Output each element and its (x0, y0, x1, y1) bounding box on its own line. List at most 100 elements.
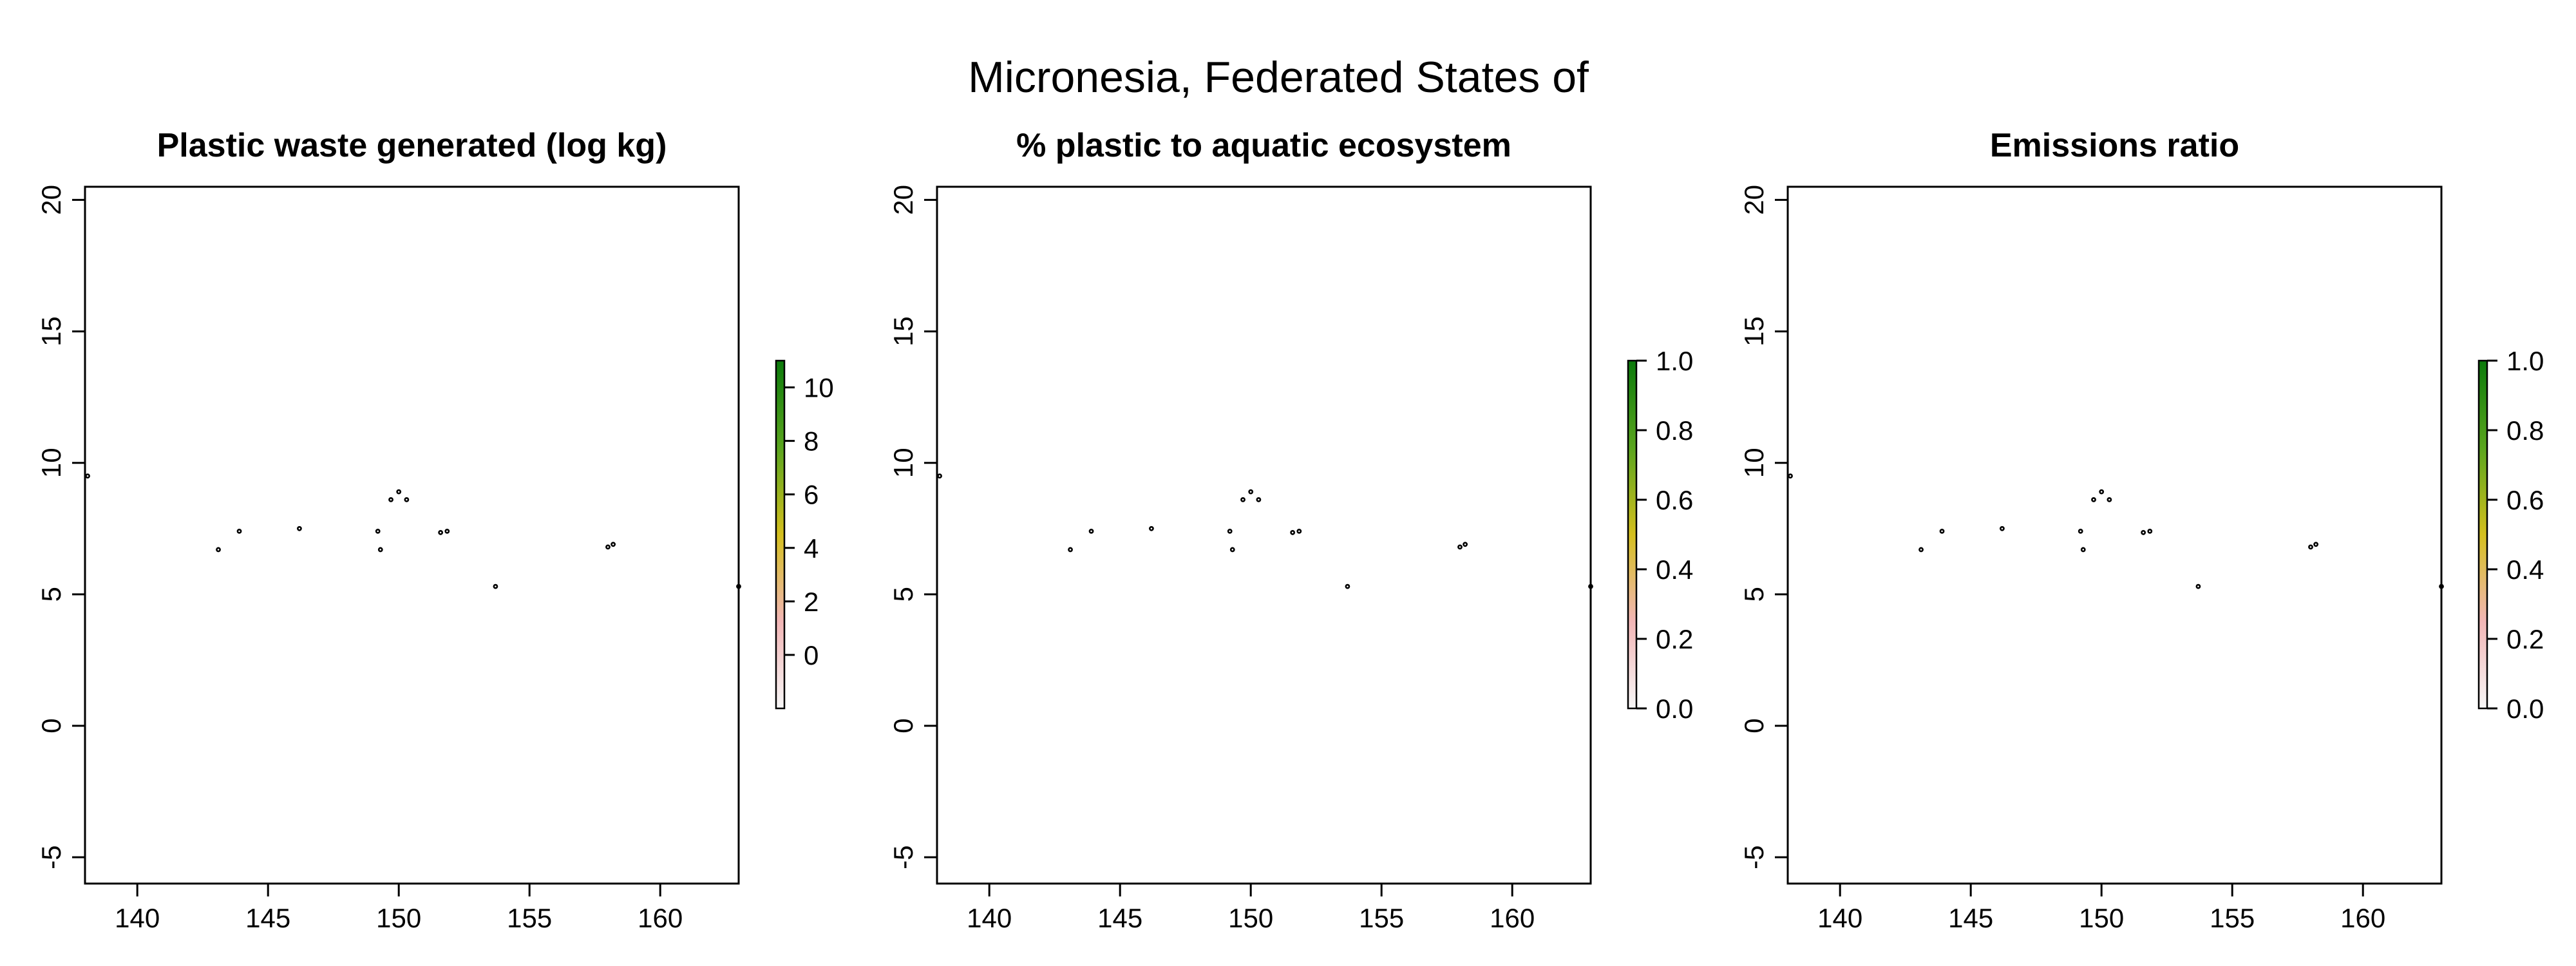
x-tick-label: 140 (1817, 903, 1862, 933)
island-outline (236, 528, 242, 534)
map-panel-1: Plastic waste generated (log kg) 140 145 15… (36, 127, 834, 933)
colorbar (2477, 359, 2488, 710)
x-tick-label: 150 (1228, 903, 1273, 933)
island-outline (1149, 526, 1154, 531)
x-tick-label: 155 (2210, 903, 2255, 933)
figure-title: Micronesia, Federated States of (968, 53, 1589, 102)
panel-title: % plastic to aquatic ecosystem (1016, 127, 1511, 164)
island-outline (2313, 542, 2319, 547)
panel-title: Emissions ratio (1990, 127, 2239, 164)
island-outline (2107, 497, 2112, 502)
island-outline (2078, 528, 2083, 534)
y-tick-label: 5 (888, 587, 918, 601)
island-outline (438, 530, 444, 535)
y-tick-label: -5 (36, 845, 66, 869)
y-tick-label: 20 (1739, 185, 1769, 215)
panel-title: Plastic waste generated (log kg) (157, 127, 667, 164)
colorbar-tick-label: 6 (804, 480, 819, 510)
island-outline (375, 528, 381, 534)
y-tick-label: 10 (36, 448, 66, 478)
island-outline (1290, 530, 1296, 535)
island-outline (736, 583, 741, 589)
island-outline (2195, 583, 2201, 589)
colorbar-tick-label: 10 (804, 373, 834, 403)
colorbar-tick-label: 0.4 (1656, 554, 1693, 585)
y-tick-label: 0 (888, 718, 918, 733)
island-outline (1939, 528, 1945, 534)
y-tick-label: -5 (1739, 845, 1769, 869)
colorbar-tick-label: 4 (804, 533, 819, 564)
island-outline (1463, 542, 1468, 547)
x-tick-label: 160 (1490, 903, 1535, 933)
y-tick-label: 15 (888, 316, 918, 346)
island-outline (1248, 489, 1254, 495)
island-outline (2141, 530, 2146, 535)
island-outline (2099, 489, 2105, 495)
x-tick-label: 140 (967, 903, 1012, 933)
x-tick-label: 150 (2079, 903, 2124, 933)
y-tick-label: 5 (36, 587, 66, 601)
x-tick-label: 145 (1097, 903, 1142, 933)
y-tick-label: 20 (36, 185, 66, 215)
island-outline (297, 526, 302, 531)
island-outline (2091, 497, 2096, 502)
island-outline (216, 547, 221, 553)
x-tick-label: 145 (245, 903, 290, 933)
map-panel-3: Emissions ratio 140 145 150 155 160 -5 0 5 10 15 20… (1739, 127, 2544, 933)
island-outline (1088, 528, 1094, 534)
x-tick-label: 155 (507, 903, 552, 933)
plot-frame (84, 185, 740, 885)
colorbar (775, 359, 786, 710)
colorbar-tick-label: 0.2 (2506, 624, 2544, 654)
island-outline (404, 497, 410, 502)
x-tick-label: 160 (638, 903, 683, 933)
island-outline (85, 473, 90, 479)
island-outline (2147, 528, 2153, 534)
island-outline (444, 528, 450, 534)
x-tick-label: 160 (2340, 903, 2385, 933)
island-outline (2000, 526, 2005, 531)
island-outline (611, 542, 616, 547)
island-outline (1296, 528, 1302, 534)
plot-frame (1786, 185, 2443, 885)
island-outline (1227, 528, 1233, 534)
y-tick-label: 15 (36, 316, 66, 346)
island-outline (1240, 497, 1245, 502)
x-tick-label: 150 (376, 903, 421, 933)
colorbar-tick-label: 1.0 (1656, 346, 1693, 376)
island-outline (937, 473, 942, 479)
colorbar-tick-label: 0.2 (1656, 624, 1693, 654)
y-tick-label: 15 (1739, 316, 1769, 346)
y-tick-label: 0 (36, 718, 66, 733)
colorbar-tick-label: 0.0 (1656, 694, 1693, 724)
island-outline (493, 583, 498, 589)
x-tick-label: 155 (1359, 903, 1404, 933)
x-tick-label: 145 (1948, 903, 1993, 933)
island-outline (377, 547, 383, 553)
y-tick-label: 10 (1739, 448, 1769, 478)
colorbar-tick-label: 0.8 (1656, 415, 1693, 446)
island-outline (1345, 583, 1350, 589)
y-tick-label: 20 (888, 185, 918, 215)
colorbar-tick-label: 0.4 (2506, 554, 2544, 585)
x-tick-label: 140 (115, 903, 160, 933)
colorbar-tick-label: 0.6 (1656, 485, 1693, 515)
colorbar-tick-label: 8 (804, 426, 819, 457)
island-outline (1918, 547, 1924, 553)
island-outline (1457, 544, 1463, 550)
map-panels: Plastic waste generated (log kg) 140 145 15… (36, 127, 2544, 933)
island-outline (2439, 583, 2444, 589)
y-tick-label: -5 (888, 845, 918, 869)
colorbar-tick-label: 0.0 (2506, 694, 2544, 724)
colorbar-tick-label: 0.6 (2506, 485, 2544, 515)
island-outline (388, 497, 393, 502)
y-tick-label: 10 (888, 448, 918, 478)
island-outline (1229, 547, 1235, 553)
island-outline (2308, 544, 2313, 550)
island-outline (605, 544, 611, 550)
colorbar-tick-label: 0 (804, 640, 819, 670)
island-outline (1068, 547, 1073, 553)
colorbar-tick-label: 2 (804, 587, 819, 617)
